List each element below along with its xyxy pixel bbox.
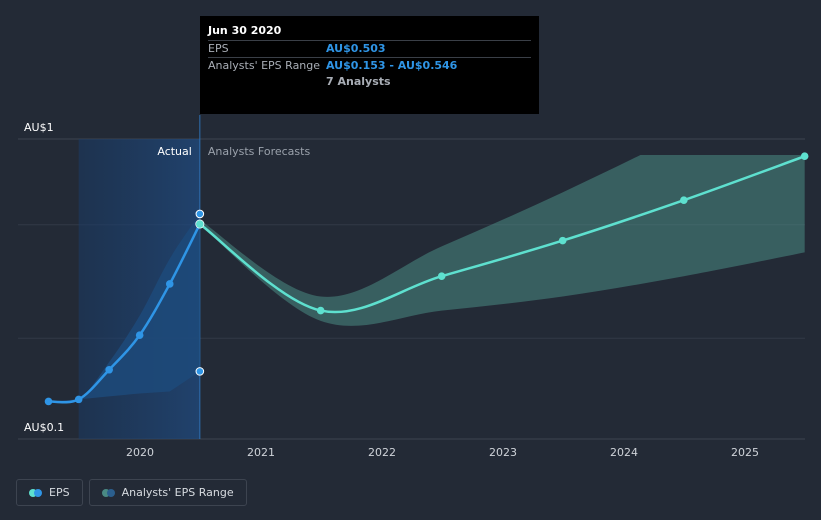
x-tick-label: 2023: [489, 446, 517, 459]
data-point: [800, 152, 809, 161]
data-point: [135, 331, 144, 339]
x-tick-label: 2025: [731, 446, 759, 459]
data-point: [74, 395, 83, 404]
tooltip-eps-row: EPS AU$0.503: [208, 40, 531, 57]
actual-label: Actual: [157, 145, 191, 158]
y-tick-label: AU$1: [24, 121, 54, 134]
eps-point-layer: [44, 152, 809, 406]
eps-chart: AU$1 AU$0.1 2020 2021 2022 2023 2024 2025 Actual…: [18, 115, 809, 459]
forecast-label: Analysts Forecasts: [208, 145, 311, 158]
series-line-eps-forecast: [199, 155, 805, 314]
x-tick-label: 2021: [247, 446, 275, 459]
data-point: [165, 280, 174, 288]
tooltip-analysts-row: 7 Analysts: [208, 74, 531, 90]
legend-range-label: Analysts' EPS Range: [121, 486, 234, 499]
chart-legend: EPS Analysts' EPS Range: [16, 479, 247, 506]
tooltip-analysts-count: 7 Analysts: [326, 75, 391, 88]
range-swatch-icon: [101, 488, 116, 497]
data-point: [558, 236, 567, 245]
range-band-past: [48, 213, 200, 403]
legend-eps-button[interactable]: EPS: [16, 479, 83, 506]
data-tooltip: Jun 30 2020 EPS AU$0.503 Analysts' EPS R…: [200, 16, 539, 114]
data-point: [437, 272, 446, 281]
data-point: [680, 196, 688, 204]
tooltip-date: Jun 30 2020: [208, 24, 282, 37]
tooltip-eps-value: AU$0.503: [326, 42, 386, 55]
range-band-forecast: [199, 155, 805, 326]
data-point: [44, 397, 53, 406]
tooltip-range-label: Analysts' EPS Range: [208, 59, 321, 72]
range-high-point: [195, 209, 205, 219]
data-point: [316, 306, 325, 315]
tooltip-range-value: AU$0.153 - AU$0.546: [326, 59, 458, 72]
range-low-point: [195, 367, 205, 376]
y-tick-label: AU$0.1: [24, 421, 64, 434]
eps-swatch-icon: [29, 488, 43, 497]
legend-range-button[interactable]: Analysts' EPS Range: [88, 479, 247, 506]
axis-label-layer: AU$1 AU$0.1 2020 2021 2022 2023 2024 2025 Actual…: [24, 121, 759, 459]
x-tick-label: 2020: [126, 446, 154, 459]
data-point: [105, 365, 113, 374]
range-band-layer: [48, 115, 805, 439]
tooltip-eps-label: EPS: [208, 42, 229, 55]
x-tick-label: 2022: [368, 446, 396, 459]
x-tick-label: 2024: [610, 446, 638, 459]
legend-eps-label: EPS: [49, 486, 70, 499]
data-point: [196, 220, 204, 228]
tooltip-range-row: Analysts' EPS Range AU$0.153 - AU$0.546: [208, 57, 531, 74]
